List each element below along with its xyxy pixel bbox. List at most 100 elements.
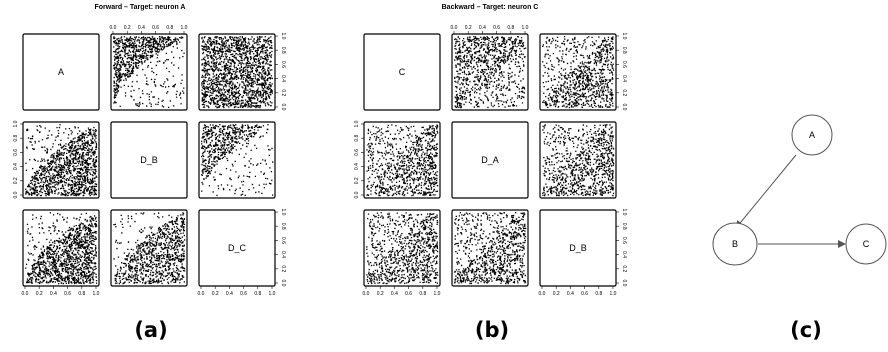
tick-label: 0.0 <box>110 25 117 31</box>
tick-label: 0.6 <box>280 237 286 244</box>
scatter-points <box>25 212 98 285</box>
scatter-points <box>25 124 98 197</box>
variable-label: D_B <box>140 155 158 165</box>
tick-label: 0.8 <box>13 135 19 142</box>
panel-a-cells: A D_B D_C <box>22 33 276 287</box>
tick-label: 0.8 <box>621 47 627 54</box>
pairs-matrix-forward: Forward – Target: neuron A AD_BD_C 0.0 0.… <box>13 4 286 342</box>
pairs-cell <box>363 121 441 199</box>
variable-label: D_C <box>228 243 247 253</box>
scatter-points <box>366 124 439 197</box>
tick-label: 0.6 <box>493 25 500 31</box>
tick-label: 0.8 <box>78 291 85 297</box>
tick-label: 0.6 <box>64 291 71 297</box>
tick-label: 0.0 <box>451 25 458 31</box>
pairs-cell <box>539 33 617 111</box>
scatter-points <box>113 36 185 108</box>
tick-label: 0.2 <box>553 291 560 297</box>
node-b-label: B <box>732 239 738 249</box>
tick-label: 1.0 <box>181 25 188 31</box>
pairs-cell: D_A <box>451 121 529 199</box>
tick-label: 0.2 <box>36 291 43 297</box>
panel-b-ticks: 0.0 0.2 0.4 0.6 0.8 1.0 0.0 0.2 0.4 0.6 0.8 1.0 0.0 0… <box>354 25 627 297</box>
tick-label: 0.4 <box>621 75 627 82</box>
variable-label: C <box>399 67 406 77</box>
pairs-cell <box>110 209 188 287</box>
pairs-cell <box>539 121 617 199</box>
cell-frame <box>110 209 188 287</box>
pairs-cell: A <box>22 33 100 111</box>
cell-frame <box>198 121 276 199</box>
tick-label: 1.0 <box>280 33 286 40</box>
scatter-points <box>542 36 615 109</box>
tick-label: 0.8 <box>621 223 627 230</box>
tick-label: 0.4 <box>479 25 486 31</box>
tick-label: 0.6 <box>354 149 360 156</box>
pairs-cell: D_C <box>198 209 276 287</box>
tick-label: 0.8 <box>354 135 360 142</box>
tick-label: 1.0 <box>280 209 286 216</box>
tick-label: 0.4 <box>226 291 233 297</box>
tick-label: 0.4 <box>138 25 145 31</box>
pairs-matrix-backward: Backward – Target: neuron C CD_AD_B 0.0 0… <box>354 4 627 342</box>
tick-label: 0.4 <box>280 75 286 82</box>
tick-label: 0.8 <box>595 291 602 297</box>
tick-label: 0.0 <box>198 291 205 297</box>
cell-frame <box>451 121 529 199</box>
pairs-cell: D_B <box>539 209 617 287</box>
scatter-points <box>366 212 439 285</box>
cell-frame <box>539 209 617 287</box>
tick-label: 0.4 <box>13 163 19 170</box>
pairs-cell: C <box>363 33 441 111</box>
tick-label: 0.2 <box>124 25 131 31</box>
tick-label: 0.2 <box>212 291 219 297</box>
tick-label: 1.0 <box>522 25 529 31</box>
tick-label: 0.2 <box>280 89 286 96</box>
cell-frame <box>110 33 188 111</box>
tick-label: 0.0 <box>22 291 29 297</box>
cell-frame <box>22 33 100 111</box>
tick-label: 0.2 <box>465 25 472 31</box>
tick-label: 0.2 <box>621 89 627 96</box>
pairs-cell: D_B <box>110 121 188 199</box>
tick-label: 0.4 <box>354 163 360 170</box>
node-a-label: A <box>809 130 815 140</box>
tick-label: 0.8 <box>419 291 426 297</box>
panel-a-caption: (a) <box>134 318 167 342</box>
scatter-points <box>542 124 615 197</box>
tick-label: 0.0 <box>621 280 627 287</box>
cell-frame <box>363 33 441 111</box>
cell-frame <box>363 209 441 287</box>
tick-label: 0.4 <box>391 291 398 297</box>
tick-label: 0.6 <box>13 149 19 156</box>
pairs-cell <box>198 121 276 199</box>
scatter-points <box>113 212 186 285</box>
pairs-cell <box>451 209 529 287</box>
pairs-cell <box>22 209 100 287</box>
pairs-cell <box>110 33 188 111</box>
edge-a-to-b <box>735 154 797 229</box>
tick-label: 1.0 <box>434 291 441 297</box>
cell-frame <box>22 121 100 199</box>
tick-label: 1.0 <box>93 291 100 297</box>
tick-label: 0.8 <box>280 223 286 230</box>
tick-label: 0.0 <box>280 280 286 287</box>
tick-label: 0.0 <box>539 291 546 297</box>
node-b <box>712 222 758 266</box>
tick-label: 0.4 <box>50 291 57 297</box>
variable-label: D_B <box>569 243 587 253</box>
cell-frame <box>198 209 276 287</box>
variable-label: D_A <box>481 155 499 165</box>
tick-label: 0.0 <box>354 191 360 198</box>
cell-frame <box>539 121 617 199</box>
tick-label: 0.6 <box>405 291 412 297</box>
cell-frame <box>451 209 529 287</box>
tick-label: 0.0 <box>280 104 286 111</box>
tick-label: 0.6 <box>581 291 588 297</box>
cell-frame <box>539 33 617 111</box>
network-graph: A B C (c) <box>712 114 887 342</box>
tick-label: 1.0 <box>610 291 617 297</box>
scatter-points <box>454 212 527 285</box>
panel-b-title: Backward – Target: neuron C <box>442 4 539 11</box>
cell-frame <box>363 121 441 199</box>
